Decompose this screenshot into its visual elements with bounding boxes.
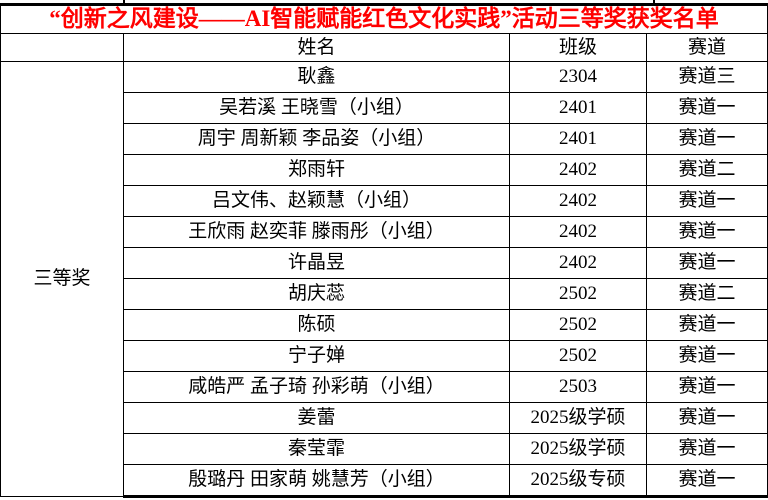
track-cell: 赛道一 xyxy=(646,340,768,372)
track-cell: 赛道一 xyxy=(646,216,768,248)
track-cell: 赛道一 xyxy=(646,371,768,403)
name-cell: 吴若溪 王晓雪（小组） xyxy=(123,92,510,124)
track-cell: 赛道一 xyxy=(646,433,768,465)
track-cell: 赛道二 xyxy=(646,154,768,186)
track-cell: 赛道二 xyxy=(646,278,768,310)
name-cell: 郑雨轩 xyxy=(123,154,510,186)
table-row: 胡庆蕊 2502 赛道二 xyxy=(1,278,768,310)
class-cell: 2025级学硕 xyxy=(509,402,647,434)
table-header-row: 姓名 班级 赛道 xyxy=(0,33,768,62)
name-cell: 王欣雨 赵奕菲 滕雨彤（小组） xyxy=(123,216,510,248)
track-cell: 赛道一 xyxy=(646,185,768,217)
track-cell: 赛道三 xyxy=(646,61,768,93)
cropped-row-gridline xyxy=(653,0,655,4)
table-row: 咸皓严 孟子琦 孙彩萌（小组） 2503 赛道一 xyxy=(1,371,768,403)
header-prize-empty xyxy=(0,33,124,62)
cropped-row-gridline xyxy=(123,0,125,4)
class-cell: 2025级学硕 xyxy=(509,433,647,465)
table-row: 许晶昱 2402 赛道一 xyxy=(1,247,768,279)
class-cell: 2304 xyxy=(509,61,647,93)
header-track: 赛道 xyxy=(646,33,768,62)
class-cell: 2502 xyxy=(509,340,647,372)
table-row: 吴若溪 王晓雪（小组） 2401 赛道一 xyxy=(1,92,768,124)
prize-cell: 三等奖 xyxy=(0,61,124,497)
header-class: 班级 xyxy=(509,33,647,62)
table-row: 郑雨轩 2402 赛道二 xyxy=(1,154,768,186)
track-cell: 赛道一 xyxy=(646,402,768,434)
table-row: 周宇 周新颖 李品姿（小组） 2401 赛道一 xyxy=(1,123,768,155)
class-cell: 2402 xyxy=(509,154,647,186)
class-cell: 2402 xyxy=(509,216,647,248)
track-cell: 赛道一 xyxy=(646,464,768,498)
track-cell: 赛道一 xyxy=(646,123,768,155)
name-cell: 咸皓严 孟子琦 孙彩萌（小组） xyxy=(123,371,510,403)
track-cell: 赛道一 xyxy=(646,247,768,279)
class-cell: 2025级专硕 xyxy=(509,464,647,498)
name-cell: 吕文伟、赵颖慧（小组） xyxy=(123,185,510,217)
name-cell: 殷璐丹 田家萌 姚慧芳（小组） xyxy=(123,464,510,498)
page-title: “创新之风建设——AI智能赋能红色文化实践”活动三等奖获奖名单 xyxy=(0,3,768,34)
name-cell: 宁子婵 xyxy=(123,340,510,372)
class-cell: 2503 xyxy=(509,371,647,403)
name-cell: 胡庆蕊 xyxy=(123,278,510,310)
track-cell: 赛道一 xyxy=(646,309,768,341)
class-cell: 2401 xyxy=(509,123,647,155)
class-cell: 2502 xyxy=(509,309,647,341)
name-cell: 姜蕾 xyxy=(123,402,510,434)
name-cell: 周宇 周新颖 李品姿（小组） xyxy=(123,123,510,155)
table-row: 殷璐丹 田家萌 姚慧芳（小组） 2025级专硕 赛道一 xyxy=(1,464,768,498)
class-cell: 2401 xyxy=(509,92,647,124)
name-cell: 耿鑫 xyxy=(123,61,510,93)
third-prize-awards-table: “创新之风建设——AI智能赋能红色文化实践”活动三等奖获奖名单 姓名 班级 赛道… xyxy=(0,3,768,498)
table-row: 宁子婵 2502 赛道一 xyxy=(1,340,768,372)
name-cell: 许晶昱 xyxy=(123,247,510,279)
table-title-row: “创新之风建设——AI智能赋能红色文化实践”活动三等奖获奖名单 xyxy=(0,3,768,34)
table-row: 陈硕 2502 赛道一 xyxy=(1,309,768,341)
table-row: 三等奖 耿鑫 2304 赛道三 xyxy=(0,61,768,497)
header-name: 姓名 xyxy=(123,33,510,62)
class-cell: 2402 xyxy=(509,247,647,279)
track-cell: 赛道一 xyxy=(646,92,768,124)
table-row: 吕文伟、赵颖慧（小组） 2402 赛道一 xyxy=(1,185,768,217)
table-row: 王欣雨 赵奕菲 滕雨彤（小组） 2402 赛道一 xyxy=(1,216,768,248)
name-cell: 陈硕 xyxy=(123,309,510,341)
class-cell: 2402 xyxy=(509,185,647,217)
name-cell: 秦莹霏 xyxy=(123,433,510,465)
class-cell: 2502 xyxy=(509,278,647,310)
